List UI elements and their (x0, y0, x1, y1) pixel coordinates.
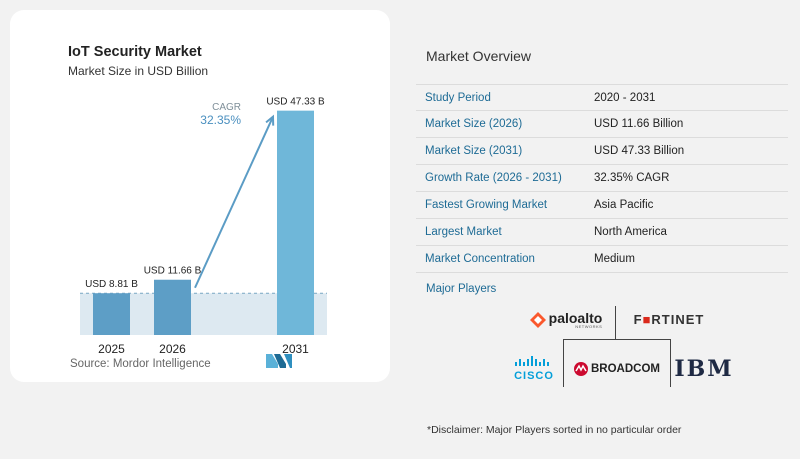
source-note: Source: Mordor Intelligence (70, 358, 211, 370)
overview-label: Market Concentration (425, 253, 535, 265)
bar-2026 (154, 279, 191, 335)
paloalto-mark-icon (529, 312, 546, 328)
overview-value: Medium (594, 253, 635, 265)
overview-row: Market Size (2026) USD 11.66 Billion (416, 111, 788, 138)
cisco-bridge-icon (515, 356, 549, 366)
bar-2025 (93, 293, 130, 335)
ibm-logo: IBM (674, 356, 734, 382)
logo-divider (615, 306, 616, 339)
fortinet-mark-icon: ■ (642, 311, 652, 327)
overview-row: Growth Rate (2026 - 2031) 32.35% CAGR (416, 165, 788, 192)
overview-value: USD 47.33 Billion (594, 145, 685, 157)
data-label: USD 47.33 B (266, 97, 325, 108)
paloalto-wordmark: paloalto (548, 310, 603, 326)
overview-label: Market Size (2026) (425, 118, 523, 130)
overview-value: USD 11.66 Billion (594, 118, 684, 130)
logo-divider (670, 339, 671, 387)
overview-row: Market Concentration Medium (416, 246, 788, 273)
cagr-label: CAGR (212, 102, 241, 113)
x-tick-label: 2031 (282, 342, 309, 356)
broadcom-mark-icon (574, 362, 588, 376)
broadcom-logo: BROADCOM (566, 356, 668, 382)
cisco-logo: CISCO (508, 352, 560, 386)
overview-value: 32.35% CAGR (594, 172, 670, 184)
data-label: USD 11.66 B (144, 266, 202, 277)
overview-label: Growth Rate (2026 - 2031) (425, 172, 562, 184)
cagr-arrow (194, 116, 274, 289)
chart-title: IoT Security Market (68, 44, 202, 60)
overview-row: Fastest Growing Market Asia Pacific (416, 192, 788, 219)
cagr-arrowhead-icon (265, 114, 275, 126)
major-players-title: Major Players (426, 283, 497, 295)
fortinet-wordmark: F■RTINET (633, 311, 705, 327)
data-label: USD 8.81 B (85, 279, 138, 290)
bar-chart: USD 8.81 B 2025 USD 11.66 B 2026 USD 47.33 B… (80, 97, 327, 356)
bar-2031 (277, 110, 314, 336)
overview-row: Study Period 2020 - 2031 (416, 84, 788, 111)
overview-row: Market Size (2031) USD 47.33 Billion (416, 138, 788, 165)
overview-table: Study Period 2020 - 2031 Market Size (20… (416, 84, 788, 273)
x-tick-label: 2026 (159, 342, 186, 356)
x-tick-label: 2025 (98, 342, 125, 356)
overview-label: Largest Market (425, 226, 502, 238)
paloalto-logo: paloalto NETWORKS (520, 308, 612, 332)
disclaimer: *Disclaimer: Major Players sorted in no … (427, 424, 682, 436)
fortinet-logo: F■RTINET (622, 308, 716, 330)
broadcom-wordmark: BROADCOM (591, 363, 660, 375)
ibm-wordmark: IBM (674, 356, 734, 382)
cagr-value: 32.35% (200, 113, 241, 127)
overview-label: Market Size (2031) (425, 145, 523, 157)
paloalto-sub: NETWORKS (575, 324, 603, 329)
overview-title: Market Overview (426, 48, 532, 64)
overview-value: Asia Pacific (594, 199, 654, 211)
cisco-wordmark: CISCO (514, 370, 554, 382)
logo-divider (563, 339, 671, 340)
chart-subtitle: Market Size in USD Billion (68, 64, 209, 78)
overview-value: North America (594, 226, 667, 238)
mordor-logo-icon (266, 354, 292, 368)
overview-label: Fastest Growing Market (425, 199, 548, 211)
overview-label: Study Period (425, 91, 491, 104)
logo-divider (563, 339, 564, 387)
overview-value: 2020 - 2031 (594, 91, 656, 104)
overview-row: Largest Market North America (416, 219, 788, 246)
